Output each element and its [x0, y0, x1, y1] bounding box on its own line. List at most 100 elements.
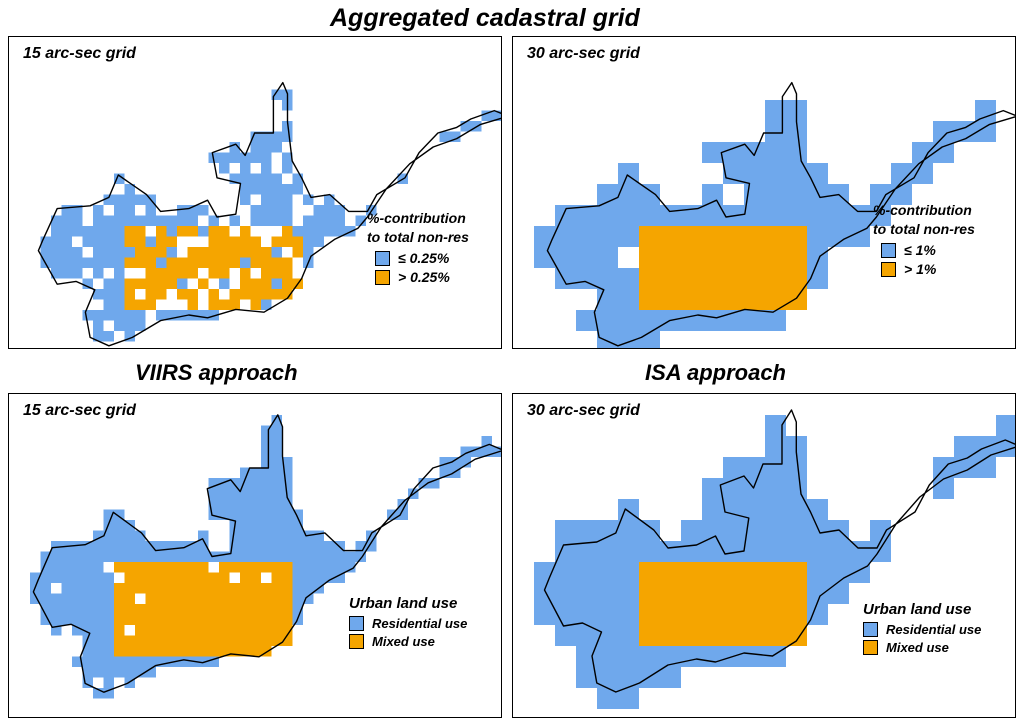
residential-cell	[261, 205, 272, 216]
mixed-use-cell	[124, 236, 135, 247]
mixed-use-cell	[229, 614, 240, 625]
mixed-use-cell	[145, 593, 156, 604]
mixed-use-cell	[240, 562, 251, 573]
residential-cell	[124, 551, 135, 562]
residential-cell	[534, 226, 555, 247]
mixed-use-cell	[702, 289, 723, 310]
residential-cell	[744, 478, 765, 499]
residential-cell	[849, 562, 870, 583]
residential-cell	[261, 425, 272, 436]
mixed-use-cell	[156, 635, 167, 646]
residential-cell	[103, 583, 114, 594]
residential-cell	[51, 593, 62, 604]
residential-cell	[114, 247, 125, 258]
residential-cell	[807, 583, 828, 604]
residential-cell	[103, 541, 114, 552]
mixed-use-cell	[187, 593, 198, 604]
residential-cell	[355, 541, 366, 552]
mixed-use-cell	[177, 226, 188, 237]
residential-cell	[156, 257, 167, 268]
grid-resolution-label: 15 arc-sec grid	[23, 402, 136, 419]
mixed-use-cell	[765, 562, 786, 583]
residential-cell	[439, 457, 450, 468]
residential-cell	[135, 194, 146, 205]
residential-cell	[177, 551, 188, 562]
mixed-use-cell	[208, 572, 219, 583]
residential-cell	[471, 446, 482, 457]
mixed-use-cell	[240, 614, 251, 625]
residential-cell	[61, 583, 72, 594]
mixed-use-cell	[282, 268, 293, 279]
mixed-use-cell	[240, 583, 251, 594]
residential-cell	[93, 215, 104, 226]
residential-cell	[597, 562, 618, 583]
mixed-use-cell	[187, 572, 198, 583]
residential-cell	[261, 152, 272, 163]
residential-cell	[481, 110, 492, 121]
mixed-use-cell	[156, 625, 167, 636]
legend-title: Urban land use	[863, 601, 972, 618]
residential-cell	[576, 625, 597, 646]
residential-cell	[135, 310, 146, 321]
residential-cell	[103, 331, 114, 342]
mixed-use-cell	[250, 278, 261, 289]
residential-cell	[208, 478, 219, 489]
residential-cell	[282, 205, 293, 216]
grid-map	[30, 414, 501, 699]
mixed-use-cell	[177, 635, 188, 646]
residential-cell	[82, 646, 93, 657]
residential-cell	[61, 205, 72, 216]
mixed-use-cell	[114, 646, 125, 657]
mixed-use-cell	[744, 289, 765, 310]
mixed-use-cell	[639, 562, 660, 583]
residential-cell	[576, 520, 597, 541]
residential-cell	[198, 310, 209, 321]
mixed-use-cell	[660, 247, 681, 268]
residential-cell	[765, 142, 786, 163]
residential-cell	[93, 625, 104, 636]
mixed-use-cell	[250, 593, 261, 604]
residential-cell	[240, 163, 251, 174]
residential-cell	[681, 520, 702, 541]
residential-cell	[114, 278, 125, 289]
residential-cell	[324, 215, 335, 226]
residential-cell	[271, 520, 282, 531]
residential-cell	[198, 205, 209, 216]
residential-cell	[103, 646, 114, 657]
residential-cell	[271, 488, 282, 499]
residential-cell	[975, 436, 996, 457]
residential-cell	[282, 121, 293, 132]
mixed-use-cell	[208, 289, 219, 300]
residential-cell	[72, 593, 83, 604]
residential-cell	[250, 131, 261, 142]
residential-cell	[282, 131, 293, 142]
residential-cell	[166, 541, 177, 552]
residential-cell	[597, 604, 618, 625]
mixed-use-cell	[271, 614, 282, 625]
mixed-use-cell	[271, 562, 282, 573]
residential-cell	[261, 467, 272, 478]
residential-cell	[618, 646, 639, 667]
residential-cell	[250, 541, 261, 552]
residential-cell	[93, 320, 104, 331]
residential-cell	[786, 457, 807, 478]
mixed-use-cell	[786, 604, 807, 625]
residential-cell	[271, 205, 282, 216]
residential-cell	[786, 205, 807, 226]
residential-cell	[72, 604, 83, 615]
residential-cell	[996, 436, 1015, 457]
mixed-use-cell	[660, 583, 681, 604]
residential-cell	[828, 583, 849, 604]
grid-resolution-label: 30 arc-sec grid	[527, 402, 640, 419]
residential-cell	[30, 593, 41, 604]
residential-cell	[229, 215, 240, 226]
mixed-use-cell	[765, 289, 786, 310]
residential-cell	[618, 688, 639, 709]
residential-cell	[124, 656, 135, 667]
mixed-use-cell	[135, 278, 146, 289]
mixed-use-cell	[156, 583, 167, 594]
residential-cell	[765, 499, 786, 520]
residential-cell	[292, 226, 303, 237]
residential-cell	[702, 646, 723, 667]
mixed-use-cell	[765, 226, 786, 247]
